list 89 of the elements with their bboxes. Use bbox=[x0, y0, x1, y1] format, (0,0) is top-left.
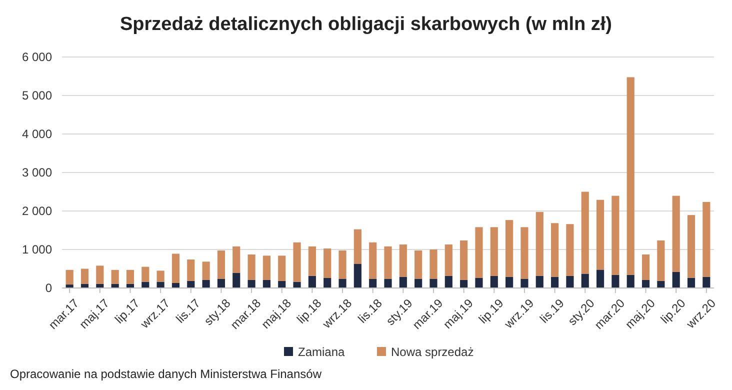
bar bbox=[232, 272, 240, 288]
bar bbox=[414, 278, 422, 288]
bar bbox=[399, 276, 407, 288]
bar bbox=[66, 270, 74, 285]
bar bbox=[520, 227, 528, 279]
bar bbox=[172, 254, 180, 283]
y-tick-label: 3 000 bbox=[22, 166, 52, 180]
bar bbox=[293, 282, 301, 288]
bar bbox=[262, 256, 270, 280]
bar bbox=[702, 276, 710, 288]
bar bbox=[142, 266, 150, 282]
text: Opracowanie na podstawie danych Ministerstwa Finansów bbox=[10, 367, 322, 381]
bar bbox=[566, 224, 574, 276]
bar bbox=[672, 272, 680, 288]
bar bbox=[490, 276, 498, 288]
bar bbox=[642, 280, 650, 288]
chart-title: Sprzedaż detalicznych obligacji skarbowych (w mln zł) bbox=[120, 14, 612, 35]
bar bbox=[626, 274, 634, 288]
bar bbox=[444, 276, 452, 288]
bar bbox=[506, 276, 514, 288]
bar bbox=[687, 278, 696, 288]
y-tick-label: 6 000 bbox=[22, 50, 52, 64]
bar bbox=[111, 270, 119, 284]
bar bbox=[369, 278, 377, 288]
y-tick-label: 1 000 bbox=[22, 242, 52, 257]
bar bbox=[460, 280, 468, 288]
bar bbox=[217, 278, 225, 288]
y-tick-label: 2 000 bbox=[22, 204, 52, 218]
bar bbox=[338, 278, 346, 288]
bar bbox=[702, 202, 710, 277]
bar bbox=[414, 250, 422, 279]
bar bbox=[217, 250, 225, 279]
legend-label: Zamiana bbox=[298, 345, 346, 360]
bar bbox=[232, 246, 240, 273]
bar bbox=[612, 274, 620, 288]
bar bbox=[444, 244, 452, 276]
bar bbox=[369, 242, 377, 279]
bar bbox=[384, 278, 392, 288]
y-tick-label: 5 000 bbox=[22, 88, 52, 103]
bar bbox=[324, 248, 332, 278]
bar bbox=[475, 278, 483, 288]
bar bbox=[581, 274, 589, 288]
bar bbox=[657, 240, 665, 281]
bar bbox=[187, 260, 195, 281]
bar bbox=[308, 246, 316, 276]
bar bbox=[475, 227, 483, 278]
bar bbox=[430, 250, 438, 279]
bar bbox=[248, 254, 256, 280]
y-tick-label: 4 000 bbox=[22, 127, 52, 142]
bar bbox=[126, 270, 134, 284]
bar bbox=[490, 227, 498, 276]
y-tick-label: 0 bbox=[45, 281, 52, 296]
bar bbox=[536, 276, 544, 288]
bar bbox=[324, 278, 332, 288]
bar bbox=[202, 280, 210, 288]
bar bbox=[642, 254, 650, 280]
bar bbox=[551, 223, 559, 277]
bar bbox=[262, 280, 270, 288]
bar bbox=[308, 276, 316, 288]
bar bbox=[187, 280, 195, 288]
bar bbox=[626, 77, 634, 275]
bar bbox=[248, 280, 256, 288]
bar bbox=[506, 220, 514, 277]
bar bbox=[551, 276, 559, 288]
bar bbox=[430, 278, 438, 288]
bar bbox=[399, 244, 407, 277]
legend-label: Nowa sprzedaż bbox=[391, 345, 474, 360]
bar bbox=[202, 262, 210, 280]
bar bbox=[354, 229, 362, 264]
bar bbox=[536, 212, 544, 276]
bar bbox=[612, 196, 620, 275]
bar bbox=[596, 200, 604, 270]
bar bbox=[354, 264, 362, 288]
bar bbox=[96, 266, 104, 284]
bar bbox=[687, 215, 696, 278]
bar bbox=[338, 250, 346, 279]
bar bbox=[156, 270, 164, 282]
bar bbox=[293, 242, 301, 282]
bar bbox=[278, 256, 286, 281]
bar bbox=[384, 246, 392, 279]
bar bbox=[520, 278, 528, 288]
bar bbox=[278, 280, 286, 288]
bar bbox=[672, 196, 680, 272]
bar bbox=[657, 280, 665, 288]
bar bbox=[596, 270, 604, 288]
bar bbox=[581, 192, 589, 274]
bar bbox=[80, 268, 89, 284]
bar bbox=[460, 240, 468, 280]
bar bbox=[566, 276, 574, 288]
